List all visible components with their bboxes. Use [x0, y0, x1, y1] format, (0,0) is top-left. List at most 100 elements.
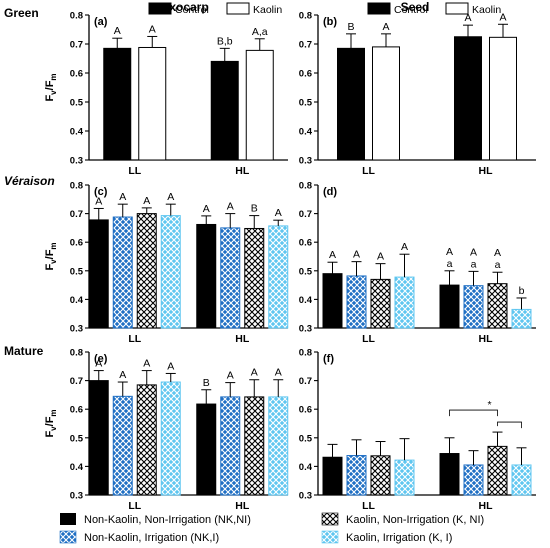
significance-letter: A [464, 12, 471, 24]
bar [372, 46, 400, 161]
significance-letter: A,a [252, 26, 268, 38]
significance-letter: A [499, 11, 506, 23]
legend-label-kni: Kaolin, Non-Irrigation (K, NI) [346, 514, 484, 526]
x-category-label: LL [128, 165, 141, 177]
significance-letter: A [95, 195, 102, 207]
x-category-label: HL [479, 333, 494, 345]
bar [136, 384, 157, 496]
y-tick-label: 0.3 [70, 324, 83, 335]
inset-legend-label-kaolin: Kaolin [472, 4, 501, 16]
y-tick-label: 0.4 [70, 295, 84, 306]
y-tick-label: 0.4 [70, 462, 84, 473]
y-tick-label: 0.4 [70, 127, 84, 138]
significance-letter: A [353, 249, 360, 261]
y-tick-label: 0.7 [299, 376, 312, 387]
bar [88, 380, 109, 496]
significance-letter: A [119, 369, 126, 381]
bar [487, 283, 508, 329]
significance-letter: A [382, 21, 389, 33]
bar [439, 453, 460, 496]
y-tick-label: 0.5 [299, 433, 313, 444]
significance-letter: a [447, 258, 453, 270]
y-tick-label: 0.3 [70, 491, 83, 502]
significance-letter: A [149, 23, 156, 35]
y-tick-label: 0.4 [299, 295, 313, 306]
bar [337, 47, 365, 161]
significance-letter: A [114, 25, 121, 37]
y-axis-label: Fv/Fm [44, 409, 58, 437]
significance-letter: A [329, 249, 336, 261]
panel-tag: (a) [94, 16, 108, 28]
bottom-legend: Non-Kaolin, Non-Irrigation (NK,NI) Kaoli… [59, 512, 484, 544]
bar [489, 36, 517, 161]
y-tick-label: 0.4 [299, 462, 313, 473]
bar [244, 227, 265, 329]
y-tick-label: 0.7 [299, 40, 312, 51]
y-tick-label: 0.7 [70, 209, 83, 220]
bar [136, 213, 157, 329]
bar [511, 308, 532, 329]
bar [268, 396, 289, 496]
significance-letter: A [401, 241, 408, 253]
y-tick-label: 0.8 [70, 181, 83, 192]
row-label-green: Green [4, 6, 39, 20]
y-tick-label: 0.5 [70, 433, 84, 444]
x-category-label: HL [479, 165, 494, 177]
x-category-label: LL [362, 500, 375, 512]
significance-letter: A [167, 360, 174, 372]
y-tick-label: 0.8 [299, 348, 312, 359]
y-tick-label: 0.6 [299, 238, 312, 249]
significance-letter: A [275, 207, 282, 219]
significance-letter: A [167, 191, 174, 203]
significance-letter: A [494, 247, 501, 259]
bar [88, 219, 109, 329]
inset-legend-swatch-control [148, 2, 172, 15]
bar [244, 396, 265, 496]
bar [463, 285, 484, 329]
row-label-veraison: Véraison [4, 174, 55, 188]
bar [220, 227, 241, 329]
significance-letter: A [227, 201, 234, 213]
bar [103, 47, 132, 161]
panel-tag: (d) [323, 186, 337, 198]
y-axis-label: Fv/Fm [44, 73, 58, 101]
bar [196, 403, 217, 496]
y-tick-label: 0.8 [299, 181, 312, 192]
legend-label-nkni: Non-Kaolin, Non-Irrigation (NK,NI) [84, 514, 251, 526]
bar [439, 284, 460, 329]
significance-letter: A [470, 246, 477, 258]
inset-legend-swatch-control [367, 2, 391, 15]
column-title-exocarp: Exocarp [161, 0, 208, 14]
y-tick-label: 0.3 [299, 491, 312, 502]
bar [112, 395, 133, 496]
bar [370, 455, 391, 496]
y-tick-label: 0.3 [299, 156, 312, 167]
significance-letter: A [143, 358, 150, 370]
y-tick-label: 0.5 [70, 98, 84, 109]
significance-letter: B [251, 203, 258, 215]
bar [220, 396, 241, 496]
inset-legend-swatch-kaolin [445, 2, 469, 15]
significance-letter: B [203, 377, 210, 389]
bar [268, 225, 289, 329]
significance-letter: B [347, 21, 354, 33]
significance-asterisk: * [487, 399, 491, 411]
legend-label-ki: Kaolin, Irrigation (K, I) [346, 532, 452, 544]
y-tick-label: 0.5 [299, 266, 313, 277]
bar [394, 276, 415, 329]
y-tick-label: 0.6 [299, 405, 312, 416]
bar [394, 459, 415, 496]
y-tick-label: 0.5 [70, 266, 84, 277]
bar [511, 464, 532, 496]
y-tick-label: 0.6 [70, 69, 83, 80]
panel-c: 0.3 0.4 0.5 0.6 0.7 0.8 Fv/Fm (c) LL A A A A HL A A B A [44, 181, 289, 345]
y-tick-label: 0.6 [70, 405, 83, 416]
inset-legend-label-kaolin: Kaolin [253, 4, 282, 16]
y-tick-label: 0.8 [299, 11, 312, 22]
bar [160, 381, 181, 496]
legend-swatch-kni [321, 512, 339, 526]
x-category-label: HL [235, 500, 250, 512]
significance-letter: A [275, 367, 282, 379]
y-tick-label: 0.3 [70, 156, 83, 167]
